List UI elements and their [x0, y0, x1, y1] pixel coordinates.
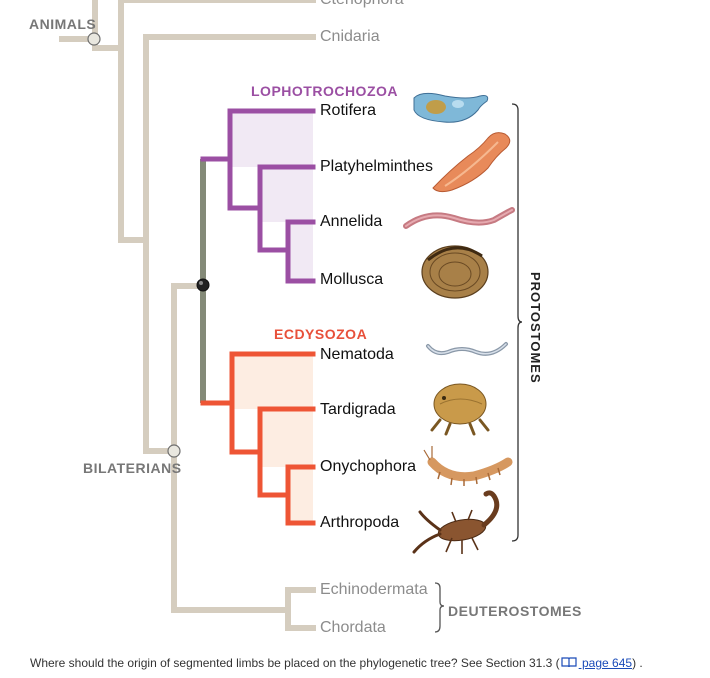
- protostomes-node: [196, 278, 210, 292]
- protostomes-bracket: [511, 103, 523, 542]
- protostomes-node-highlight: [199, 281, 203, 285]
- flatworm-icon: [432, 132, 511, 193]
- book-icon: [561, 657, 577, 668]
- deuterostomes-label: DEUTEROSTOMES: [448, 603, 582, 619]
- taxon-ctenophora: Ctenophora: [320, 0, 404, 9]
- lophotrochozoa-shading: [230, 111, 313, 281]
- ecdysozoa-shading: [232, 354, 313, 523]
- question-end: ) .: [632, 656, 643, 670]
- taxon-nematoda: Nematoda: [320, 346, 394, 363]
- rotifer-icon: [413, 92, 489, 123]
- lophotrochozoa-branches: [200, 108, 316, 284]
- taxon-cnidaria: Cnidaria: [320, 28, 380, 45]
- lophotrochozoa-label: LOPHOTROCHOZOA: [251, 83, 398, 99]
- animals-label: ANIMALS: [29, 16, 97, 32]
- taxon-tardigrada: Tardigrada: [320, 401, 396, 418]
- page-645-link[interactable]: page 645: [560, 656, 632, 670]
- taxon-echinodermata: Echinodermata: [320, 581, 428, 598]
- roundworm-icon: [426, 342, 508, 356]
- taxon-annelida: Annelida: [320, 213, 383, 230]
- tardigrade-icon: [430, 383, 490, 436]
- earthworm-icon: [403, 207, 515, 229]
- bilaterians-node: [167, 444, 181, 458]
- taxon-onychophora: Onychophora: [320, 458, 417, 475]
- bilaterians-label: BILATERIANS: [83, 460, 182, 476]
- taxon-rotifera: Rotifera: [320, 102, 377, 119]
- scorpion-icon: [412, 490, 500, 554]
- taxon-mollusca: Mollusca: [320, 271, 384, 288]
- question-caption: Where should the origin of segmented lim…: [30, 656, 643, 670]
- clam-icon: [421, 245, 489, 299]
- taxon-platyhelminthes: Platyhelminthes: [320, 158, 433, 175]
- velvet-worm-icon: [423, 446, 513, 486]
- page-645-link-text[interactable]: page 645: [578, 656, 633, 670]
- question-text: Where should the origin of segmented lim…: [30, 656, 560, 670]
- protostomes-label: PROTOSTOMES: [528, 272, 543, 384]
- ecdysozoa-label: ECDYSOZOA: [274, 326, 368, 342]
- taxon-arthropoda: Arthropoda: [320, 514, 400, 531]
- deuterostomes-bracket: [434, 582, 445, 633]
- ecdysozoa-branches: [200, 351, 316, 526]
- taxon-chordata: Chordata: [320, 619, 386, 636]
- animals-node: [87, 32, 101, 46]
